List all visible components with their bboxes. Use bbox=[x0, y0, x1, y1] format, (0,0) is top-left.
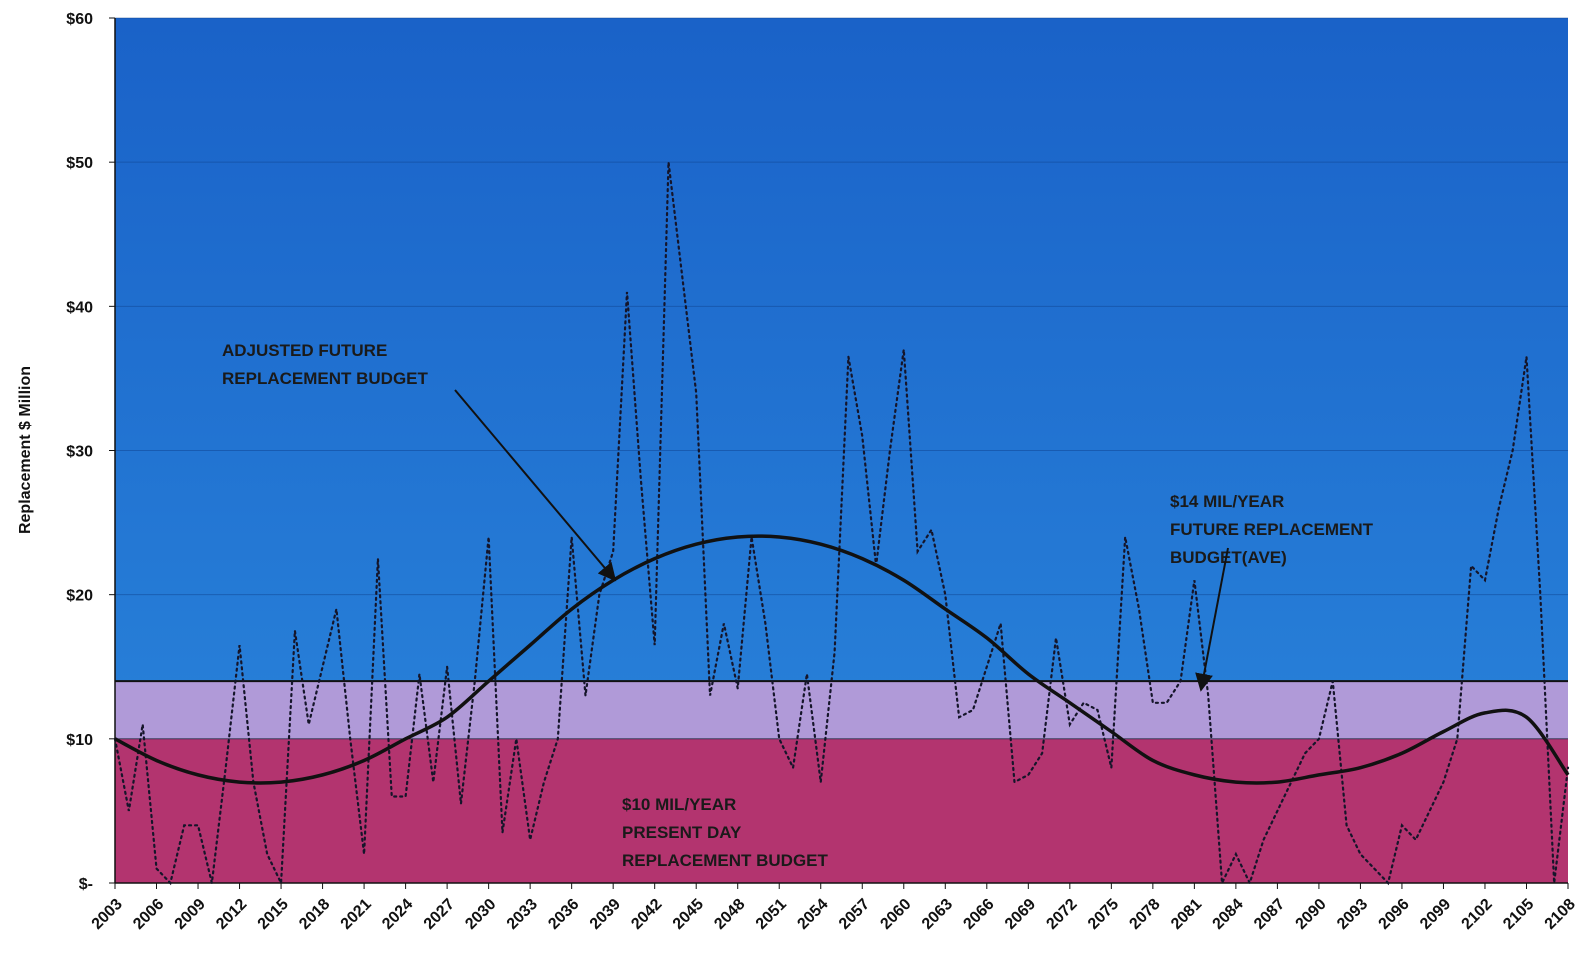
x-tick-label: 2036 bbox=[545, 896, 582, 933]
y-tick-label: $40 bbox=[66, 299, 93, 316]
x-tick-label: 2081 bbox=[1168, 896, 1205, 933]
x-tick-label: 2054 bbox=[794, 896, 831, 933]
x-tick-label: 2006 bbox=[130, 896, 167, 933]
annotation: BUDGET(AVE) bbox=[1170, 548, 1287, 567]
x-tick-label: 2057 bbox=[836, 896, 873, 933]
x-tick-label: 2039 bbox=[587, 896, 624, 933]
x-tick-label: 2030 bbox=[462, 896, 499, 933]
y-tick-label: $- bbox=[79, 876, 93, 893]
x-tick-label: 2015 bbox=[255, 896, 292, 933]
annotation: ADJUSTED FUTURE bbox=[222, 341, 387, 360]
annotation: REPLACEMENT BUDGET bbox=[622, 851, 829, 870]
annotation: FUTURE REPLACEMENT bbox=[1170, 520, 1374, 539]
annotation: PRESENT DAY bbox=[622, 823, 742, 842]
y-tick-label: $50 bbox=[66, 155, 93, 172]
x-tick-label: 2099 bbox=[1417, 896, 1454, 933]
y-axis-label: Replacement $ Million bbox=[17, 366, 34, 534]
x-tick-label: 2003 bbox=[89, 896, 126, 933]
x-tick-label: 2069 bbox=[1002, 896, 1039, 933]
x-tick-label: 2063 bbox=[919, 896, 956, 933]
x-tick-label: 2060 bbox=[877, 896, 914, 933]
x-tick-label: 2024 bbox=[379, 896, 416, 933]
x-tick-label: 2078 bbox=[1126, 896, 1163, 933]
x-tick-label: 2090 bbox=[1293, 896, 1330, 933]
x-tick-label: 2042 bbox=[628, 896, 665, 933]
y-tick-label: $60 bbox=[66, 11, 93, 28]
x-tick-label: 2072 bbox=[1043, 896, 1080, 933]
annual-replacement-line bbox=[113, 162, 1570, 888]
annotation: $14 MIL/YEAR bbox=[1170, 492, 1284, 511]
annotation: REPLACEMENT BUDGET bbox=[222, 369, 429, 388]
x-tick-label: 2027 bbox=[421, 896, 458, 933]
annotation: $10 MIL/YEAR bbox=[622, 795, 736, 814]
budget-band bbox=[115, 738, 1568, 883]
x-tick-label: 2102 bbox=[1459, 896, 1496, 933]
x-tick-label: 2012 bbox=[213, 896, 250, 933]
x-tick-label: 2093 bbox=[1334, 896, 1371, 933]
x-tick-label: 2084 bbox=[1210, 896, 1247, 933]
y-tick-label: $10 bbox=[66, 732, 93, 749]
annotation-arrow bbox=[1195, 547, 1229, 692]
adjusted-budget-line bbox=[114, 534, 1570, 785]
y-tick-label: $30 bbox=[66, 444, 93, 461]
x-tick-label: 2045 bbox=[670, 896, 707, 933]
x-tick-label: 2051 bbox=[753, 896, 790, 933]
x-tick-label: 2021 bbox=[338, 896, 375, 933]
x-tick-label: 2105 bbox=[1500, 896, 1537, 933]
budget-band bbox=[115, 681, 1568, 739]
x-tick-label: 2087 bbox=[1251, 896, 1288, 933]
x-tick-label: 2096 bbox=[1376, 896, 1413, 933]
x-tick-label: 2009 bbox=[172, 896, 209, 933]
x-tick-label: 2018 bbox=[296, 896, 333, 933]
x-tick-label: 2033 bbox=[504, 896, 541, 933]
x-tick-label: 2048 bbox=[711, 896, 748, 933]
annotation-arrow bbox=[454, 389, 617, 582]
x-tick-label: 2108 bbox=[1542, 896, 1575, 933]
x-tick-label: 2075 bbox=[1085, 896, 1122, 933]
x-tick-label: 2066 bbox=[960, 896, 997, 933]
y-tick-label: $20 bbox=[66, 588, 93, 605]
